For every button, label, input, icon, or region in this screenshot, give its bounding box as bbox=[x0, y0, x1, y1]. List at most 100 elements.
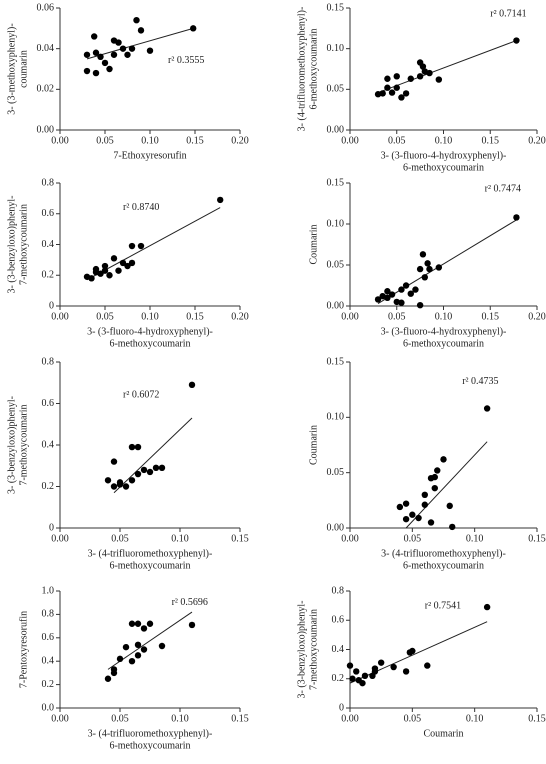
r-squared: r² 0.8740 bbox=[123, 202, 159, 213]
y-tick-label: 0.2 bbox=[42, 679, 55, 690]
point bbox=[140, 625, 148, 632]
point bbox=[402, 500, 410, 507]
point bbox=[377, 659, 385, 666]
r-squared: r² 0.4735 bbox=[462, 376, 498, 387]
point bbox=[393, 73, 400, 80]
point bbox=[416, 265, 424, 273]
point bbox=[124, 51, 131, 58]
y-tick-label: 1.0 bbox=[42, 585, 55, 596]
point bbox=[402, 515, 410, 523]
point bbox=[137, 242, 145, 250]
fit-line bbox=[405, 441, 488, 529]
y-axis-label: 3- (4-trifluoromethoxyphenyl)- bbox=[296, 7, 307, 132]
x-tick-label: 0.10 bbox=[466, 713, 484, 724]
x-tick-label: 0.05 bbox=[404, 713, 422, 724]
y-tick-label: 0.00 bbox=[37, 124, 55, 135]
r-squared: r² 0.7141 bbox=[490, 8, 526, 19]
point bbox=[146, 468, 154, 476]
point bbox=[134, 620, 142, 627]
x-axis-label: 3- (4-trifluoromethoxyphenyl)- bbox=[88, 728, 213, 739]
point bbox=[431, 484, 438, 492]
point bbox=[158, 642, 166, 650]
point bbox=[101, 59, 109, 67]
x-tick-label: 0.05 bbox=[404, 533, 422, 544]
y-tick-label: 0.6 bbox=[42, 398, 55, 409]
y-tick-label: 0.4 bbox=[42, 439, 55, 450]
x-tick-label: 0.20 bbox=[231, 311, 249, 322]
point bbox=[128, 259, 136, 267]
point bbox=[435, 264, 443, 271]
point bbox=[83, 67, 91, 75]
x-tick-label: 0.00 bbox=[51, 135, 69, 146]
x-axis-label: 7-Ethoxyresorufin bbox=[113, 150, 186, 161]
point bbox=[97, 270, 104, 277]
point bbox=[398, 94, 405, 101]
x-tick-label: 0.10 bbox=[171, 533, 189, 544]
point bbox=[110, 255, 118, 262]
point bbox=[101, 267, 109, 274]
point bbox=[115, 39, 122, 46]
x-axis-label: 3- (3-fluoro-4-hydroxyphenyl)- bbox=[381, 150, 507, 161]
point bbox=[106, 65, 113, 73]
point bbox=[188, 621, 196, 629]
x-axis-label: Coumarin bbox=[424, 728, 464, 739]
point bbox=[426, 265, 433, 273]
point bbox=[384, 84, 391, 91]
x-tick-label: 0.15 bbox=[528, 533, 546, 544]
x-axis-label: 3- (4-trifluoromethoxyphenyl)- bbox=[88, 548, 213, 559]
x-tick-label: 0.00 bbox=[341, 135, 359, 146]
y-tick-label: 0.2 bbox=[332, 673, 345, 684]
point bbox=[435, 76, 443, 83]
point bbox=[116, 479, 124, 486]
point bbox=[398, 286, 405, 293]
y-tick-label: 0.6 bbox=[42, 208, 55, 219]
point bbox=[402, 668, 410, 675]
point bbox=[396, 503, 404, 511]
point bbox=[190, 25, 197, 32]
fit-line bbox=[377, 40, 517, 94]
point bbox=[384, 75, 391, 82]
point bbox=[128, 477, 136, 484]
y-tick-label: 0.02 bbox=[37, 84, 55, 95]
point bbox=[409, 511, 416, 518]
x-tick-label: 0.15 bbox=[482, 135, 500, 146]
point bbox=[134, 443, 142, 451]
x-tick-label: 0.05 bbox=[388, 135, 406, 146]
point bbox=[128, 443, 136, 451]
y-tick-label: 0.15 bbox=[327, 356, 345, 367]
point bbox=[426, 69, 433, 77]
y-tick-label: 0.10 bbox=[327, 43, 345, 54]
point bbox=[104, 675, 112, 682]
point bbox=[424, 662, 431, 669]
x-tick-label: 0.20 bbox=[528, 311, 546, 322]
fit-line bbox=[86, 207, 221, 281]
point bbox=[371, 665, 379, 672]
point bbox=[146, 47, 154, 54]
y-tick-label: 0.0 bbox=[42, 702, 55, 713]
point bbox=[361, 672, 369, 680]
point bbox=[134, 470, 142, 478]
point bbox=[106, 272, 113, 279]
point bbox=[419, 63, 427, 70]
y-tick-label: 0.6 bbox=[332, 615, 345, 626]
point bbox=[513, 214, 520, 221]
point bbox=[402, 282, 410, 289]
x-tick-label: 0.05 bbox=[111, 713, 129, 724]
x-tick-label: 0.05 bbox=[96, 311, 114, 322]
x-tick-label: 0.10 bbox=[171, 713, 189, 724]
x-tick-label: 0.10 bbox=[435, 311, 453, 322]
point bbox=[92, 49, 100, 56]
point bbox=[158, 464, 166, 472]
y-tick-label: 0.8 bbox=[42, 356, 55, 367]
point bbox=[431, 473, 438, 481]
x-axis-label: 6-methoxycoumarin bbox=[403, 338, 484, 349]
x-tick-label: 0.00 bbox=[341, 713, 359, 724]
y-axis-label: 7-methoxycoumarin bbox=[308, 609, 319, 690]
y-tick-label: 0 bbox=[49, 300, 54, 311]
point bbox=[402, 90, 410, 97]
point bbox=[384, 288, 391, 295]
y-axis-label: Coumarin bbox=[308, 425, 319, 465]
point bbox=[101, 262, 109, 270]
y-axis-label: coumarin bbox=[18, 50, 29, 88]
